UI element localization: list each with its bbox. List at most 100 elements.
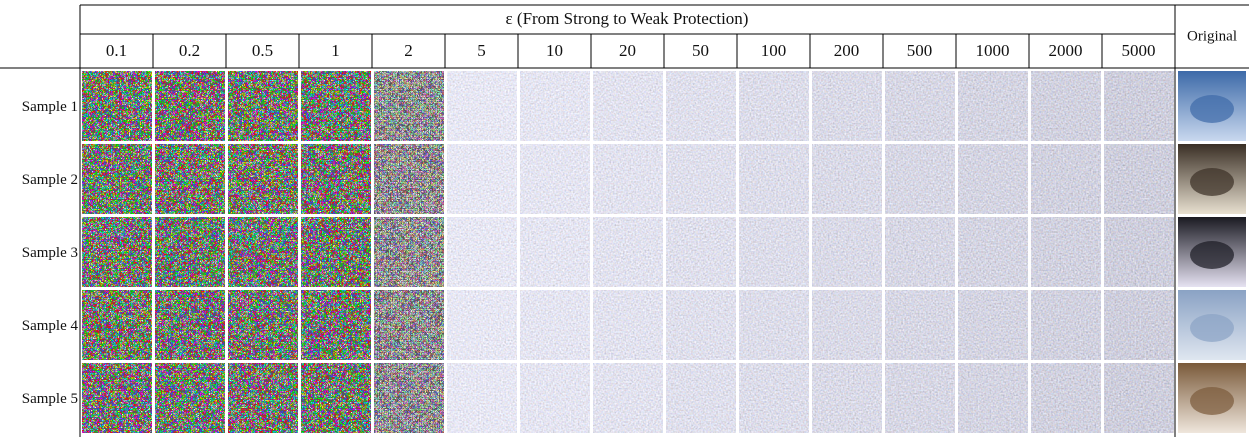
noised-image	[812, 363, 882, 433]
noised-image	[958, 363, 1028, 433]
noised-image	[520, 144, 590, 214]
noised-image	[739, 217, 809, 287]
noised-image	[812, 71, 882, 141]
noised-image	[885, 144, 955, 214]
noised-image	[1031, 363, 1101, 433]
noised-image	[447, 290, 517, 360]
row-label: Sample 3	[22, 245, 78, 261]
row-label: Sample 5	[22, 391, 78, 407]
noised-image	[228, 144, 298, 214]
noised-image	[1031, 217, 1101, 287]
noised-image	[739, 290, 809, 360]
noised-image	[82, 217, 152, 287]
noised-image	[301, 144, 371, 214]
noised-image	[82, 290, 152, 360]
noised-image	[374, 144, 444, 214]
column-label: 0.5	[252, 41, 273, 60]
noised-image	[593, 71, 663, 141]
row-label: Sample 1	[22, 99, 78, 115]
column-label: 200	[834, 41, 860, 60]
noised-image	[447, 71, 517, 141]
noised-image	[812, 144, 882, 214]
original-image	[1178, 290, 1246, 360]
original-image	[1178, 71, 1246, 141]
original-label: Original	[1187, 28, 1237, 44]
noised-image	[447, 217, 517, 287]
noised-image	[958, 71, 1028, 141]
noised-image	[593, 217, 663, 287]
noised-image	[374, 363, 444, 433]
figure: ε (From Strong to Weak Protection) Origi…	[0, 0, 1249, 437]
noised-image	[666, 217, 736, 287]
column-label: 0.2	[179, 41, 200, 60]
noised-image	[1104, 144, 1174, 214]
column-label: 2	[404, 41, 413, 60]
column-label: 500	[907, 41, 933, 60]
noised-image	[739, 144, 809, 214]
row-label: Sample 2	[22, 172, 78, 188]
noised-image	[155, 217, 225, 287]
noised-image	[520, 71, 590, 141]
noised-image	[301, 363, 371, 433]
noised-image	[739, 71, 809, 141]
noised-image	[228, 71, 298, 141]
noised-image	[82, 71, 152, 141]
noised-image	[666, 71, 736, 141]
column-label: 100	[761, 41, 787, 60]
column-label: 2000	[1049, 41, 1083, 60]
noised-image	[812, 290, 882, 360]
noised-image	[374, 290, 444, 360]
noised-image	[374, 217, 444, 287]
noised-image	[301, 217, 371, 287]
noised-image	[885, 217, 955, 287]
noised-image	[739, 363, 809, 433]
noised-image	[520, 290, 590, 360]
noised-image	[666, 363, 736, 433]
noised-image	[958, 217, 1028, 287]
noised-image	[447, 363, 517, 433]
noised-image	[228, 217, 298, 287]
noised-image	[301, 290, 371, 360]
column-label: 1	[331, 41, 340, 60]
original-image	[1178, 217, 1246, 287]
noised-image	[885, 363, 955, 433]
column-label: 5000	[1122, 41, 1156, 60]
noised-image	[666, 290, 736, 360]
noised-image	[666, 144, 736, 214]
noised-image	[1104, 290, 1174, 360]
noised-image	[1104, 363, 1174, 433]
noised-image	[958, 290, 1028, 360]
column-label: 50	[692, 41, 709, 60]
column-label: 1000	[976, 41, 1010, 60]
column-label: 20	[619, 41, 636, 60]
noised-image	[228, 363, 298, 433]
noised-image	[155, 71, 225, 141]
noised-image	[1104, 71, 1174, 141]
noised-image	[593, 144, 663, 214]
noised-image	[374, 71, 444, 141]
noised-image	[812, 217, 882, 287]
noised-image	[155, 363, 225, 433]
noised-image	[520, 363, 590, 433]
noised-image	[447, 144, 517, 214]
noised-image	[593, 363, 663, 433]
original-image	[1178, 144, 1246, 214]
row-label: Sample 4	[22, 318, 79, 334]
noised-image	[520, 217, 590, 287]
noised-image	[1031, 71, 1101, 141]
noised-image	[593, 290, 663, 360]
column-label: 0.1	[106, 41, 127, 60]
noised-image	[82, 144, 152, 214]
noised-image	[958, 144, 1028, 214]
noised-image	[155, 144, 225, 214]
noised-image	[885, 290, 955, 360]
column-label: 5	[477, 41, 486, 60]
original-image	[1178, 363, 1246, 433]
noised-image	[155, 290, 225, 360]
noised-image	[1031, 290, 1101, 360]
noised-image	[885, 71, 955, 141]
noised-image	[301, 71, 371, 141]
noised-image	[1031, 144, 1101, 214]
noised-image	[82, 363, 152, 433]
header-title: ε (From Strong to Weak Protection)	[506, 9, 749, 28]
